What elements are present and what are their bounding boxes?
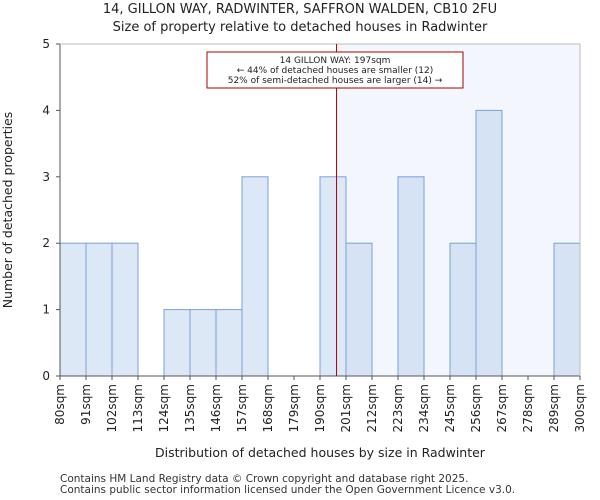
y-axis-label: Number of detached properties bbox=[0, 112, 15, 309]
bar-102sqm bbox=[111, 242, 139, 377]
bar-245sqm bbox=[449, 242, 477, 377]
x-tick-label: 234sqm bbox=[417, 384, 431, 432]
x-tick-label: 201sqm bbox=[339, 384, 353, 432]
x-tick-label: 245sqm bbox=[443, 384, 457, 432]
bar-124sqm bbox=[163, 309, 191, 377]
x-tick-label: 223sqm bbox=[391, 384, 405, 432]
bar-190sqm bbox=[319, 176, 347, 377]
x-tick-label: 146sqm bbox=[209, 384, 223, 432]
bar-289sqm bbox=[553, 242, 581, 377]
x-tick-label: 179sqm bbox=[287, 384, 301, 432]
y-tick-label: 4 bbox=[42, 103, 50, 117]
annotation-box bbox=[206, 51, 464, 89]
y-tick-label: 5 bbox=[42, 37, 50, 51]
x-tick-label: 80sqm bbox=[53, 384, 67, 425]
x-tick-label: 91sqm bbox=[79, 384, 93, 425]
chart-subtitle: Size of property relative to detached ho… bbox=[112, 20, 488, 35]
x-tick-label: 267sqm bbox=[495, 384, 509, 432]
bar-80sqm bbox=[59, 242, 87, 377]
bar-91sqm bbox=[85, 242, 113, 377]
x-tick-label: 278sqm bbox=[521, 384, 535, 432]
bar-201sqm bbox=[345, 242, 373, 377]
x-tick-label: 256sqm bbox=[469, 384, 483, 432]
bar-146sqm bbox=[215, 309, 243, 377]
y-tick-label: 3 bbox=[42, 170, 50, 184]
x-tick-label: 135sqm bbox=[183, 384, 197, 432]
y-tick-label: 1 bbox=[42, 303, 50, 317]
bar-223sqm bbox=[397, 176, 425, 377]
footer-line-2: Contains public sector information licen… bbox=[60, 484, 516, 496]
x-tick-label: 212sqm bbox=[365, 384, 379, 432]
x-axis-label: Distribution of detached houses by size … bbox=[155, 445, 486, 460]
bar-135sqm bbox=[189, 309, 217, 377]
x-tick-label: 190sqm bbox=[313, 384, 327, 432]
x-tick-label: 113sqm bbox=[131, 384, 145, 432]
y-tick-label: 0 bbox=[42, 369, 50, 383]
footer-line-1: Contains HM Land Registry data © Crown c… bbox=[60, 473, 469, 485]
y-tick-label: 2 bbox=[42, 236, 50, 250]
x-tick-label: 124sqm bbox=[157, 384, 171, 432]
annotation-line-3: 52% of semi-detached houses are larger (… bbox=[228, 76, 443, 86]
annotation-line-1: 14 GILLON WAY: 197sqm bbox=[280, 56, 391, 66]
chart-title: 14, GILLON WAY, RADWINTER, SAFFRON WALDE… bbox=[102, 2, 498, 17]
bar-256sqm bbox=[475, 109, 503, 377]
x-tick-label: 300sqm bbox=[573, 384, 587, 432]
x-tick-label: 289sqm bbox=[547, 384, 561, 432]
annotation-line-2: ← 44% of detached houses are smaller (12… bbox=[237, 66, 434, 76]
x-tick-label: 168sqm bbox=[261, 384, 275, 432]
x-tick-label: 102sqm bbox=[105, 384, 119, 432]
x-tick-label: 157sqm bbox=[235, 384, 249, 432]
bar-157sqm bbox=[241, 176, 269, 377]
